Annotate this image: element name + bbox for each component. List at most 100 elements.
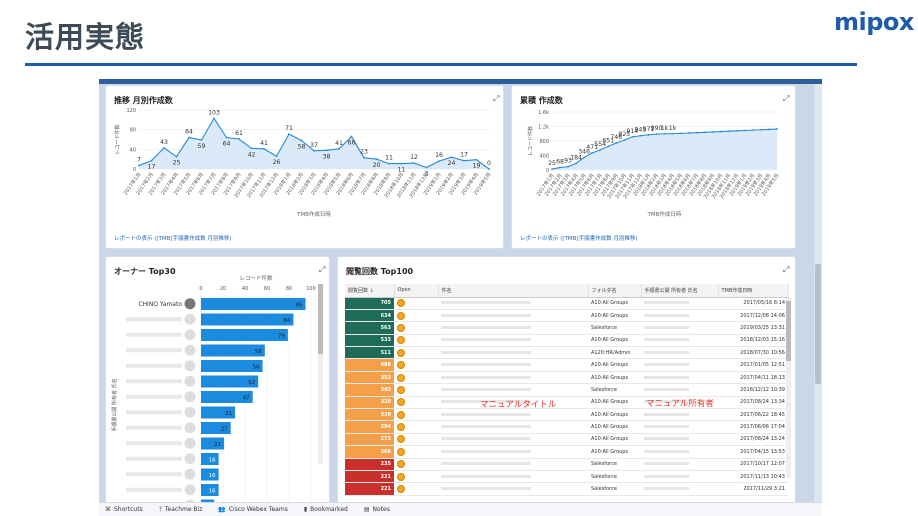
utility-item[interactable]: ? Teachme Biz [159, 506, 203, 513]
table-row[interactable]: 563 Salesforce 2019/03/25 13:31 [345, 321, 788, 335]
table-row[interactable]: 266 A10:All Groups 2017/04/15 13:53 [345, 445, 788, 459]
created-date-cell: 2017/10/17 12:07 [718, 458, 788, 471]
column-header[interactable]: 閲覧回数 ↓ [345, 284, 395, 298]
owner-bar [201, 344, 265, 357]
owner-name-redacted [126, 332, 182, 337]
table-scrollbar[interactable] [786, 298, 791, 478]
open-icon[interactable] [397, 348, 405, 357]
column-header[interactable]: フォルダ名 [588, 284, 642, 298]
data-point [591, 152, 594, 154]
utility-bar: ⌘ Shortcuts ? Teachme Biz 👥 Cisco Webex Teams… [99, 502, 822, 516]
monthly-report-link[interactable]: レポートの表示 ([TMB]手順書作成数 月別推移) [114, 236, 232, 242]
open-icon[interactable] [397, 435, 405, 444]
redacted-text [644, 301, 689, 305]
data-point [607, 145, 610, 148]
view-count-cell: 488 [345, 358, 394, 372]
open-icon[interactable] [397, 373, 405, 382]
data-label: 990 [651, 125, 663, 132]
data-point [760, 128, 762, 131]
expand-icon[interactable]: ⤢ [319, 265, 326, 274]
table-row[interactable]: 221 Salesforce 2017/11/13 20:43 [345, 470, 788, 484]
utility-item[interactable]: 👥 Cisco Webex Teams [218, 506, 287, 513]
data-point [631, 135, 634, 138]
data-label: 3 [425, 171, 429, 178]
open-cell [394, 408, 438, 422]
y-axis-title: 手順書公開 所有者 氏名 [111, 378, 118, 431]
open-icon[interactable] [397, 398, 405, 407]
view-count-cell: 563 [345, 321, 394, 335]
data-label: 23 [360, 149, 368, 156]
data-point [338, 147, 340, 150]
open-cell [394, 346, 438, 360]
open-icon[interactable] [397, 423, 405, 432]
owner-cell [641, 371, 718, 385]
folder-cell: A10:All Groups [588, 408, 641, 422]
table-row[interactable]: 705 A10:All Groups 2017/05/16 8:14 [345, 297, 788, 310]
expand-icon[interactable]: ⤢ [493, 94, 500, 103]
open-icon[interactable] [397, 311, 405, 320]
data-label: 7 [137, 157, 141, 164]
table-row[interactable]: 343 Salesforce 2018/12/12 10:39 [345, 383, 788, 397]
monthly-creation-card: 推移 月別作成数 ⤢ 0 40 80 120 7 17 43 25 64 59 103 64 61 42 4… [105, 85, 504, 249]
table-row[interactable]: 294 A10:All Groups 2017/06/06 17:04 [345, 420, 788, 434]
open-icon[interactable] [397, 323, 405, 332]
table-row[interactable]: 511 A120:HR/Admin 2018/07/30 10:56 [345, 346, 788, 360]
data-point [200, 139, 203, 141]
column-header[interactable]: TMB作成日時 [718, 284, 789, 298]
open-icon[interactable] [397, 460, 405, 469]
owner-top30-card: オーナー Top30 ⤢ レコード件数 0 20 40 60 80 100 95 CHINO Y… [105, 256, 330, 516]
data-point [735, 129, 738, 132]
open-cell [394, 334, 438, 348]
redacted-text [644, 474, 689, 478]
open-icon[interactable] [397, 299, 405, 308]
column-header[interactable]: 手順書公開 所有者 氏名 [641, 284, 719, 298]
data-label: 1k [661, 125, 669, 132]
redacted-text [441, 462, 531, 466]
utility-item[interactable]: ▮ Bookmarked [304, 506, 348, 513]
bookmark-icon: ▮ [303, 506, 308, 513]
expand-icon[interactable]: ⤢ [783, 265, 790, 274]
owner-name-redacted [126, 456, 182, 461]
data-label: 554 [594, 141, 606, 148]
table-row[interactable]: 488 A10:All Groups 2017/01/05 12:51 [345, 358, 788, 372]
table-row[interactable]: 273 A10:All Groups 2017/08/24 13:24 [345, 433, 788, 447]
open-icon[interactable] [397, 361, 405, 370]
utility-item[interactable]: ▤ Notes [364, 506, 390, 513]
cumulative-report-link[interactable]: レポートの表示 ([TMB]手順書作成数 月別推移) [520, 236, 638, 242]
table-row[interactable]: 221 Salesforce 2017/11/29 3:21 [345, 482, 788, 496]
created-date-cell: 2017/01/05 12:51 [718, 358, 788, 372]
view-count-cell: 221 [345, 470, 394, 484]
open-icon[interactable] [397, 447, 405, 456]
table-row[interactable]: 320 A10:All Groups 2017/06/22 18:45 [345, 408, 788, 422]
data-label: 746 [610, 134, 622, 141]
page-scrollbar[interactable] [814, 84, 822, 516]
view-count-cell: 511 [345, 346, 394, 360]
table-row[interactable]: 235 Salesforce 2017/10/17 12:07 [345, 458, 788, 471]
avatar [184, 422, 196, 434]
data-point [599, 149, 602, 151]
view-count-cell: 533 [345, 334, 394, 348]
open-icon[interactable] [397, 472, 405, 481]
open-icon[interactable] [397, 485, 405, 494]
redacted-text [644, 313, 689, 317]
avatar [184, 313, 196, 325]
expand-icon[interactable]: ⤢ [783, 94, 790, 103]
open-icon[interactable] [397, 385, 405, 394]
column-header[interactable]: Open [394, 284, 439, 298]
column-header[interactable]: 件名 [438, 284, 589, 298]
data-label: 16 [435, 152, 443, 159]
data-point [388, 162, 390, 165]
open-icon[interactable] [397, 336, 405, 345]
utility-item[interactable]: ⌘ Shortcuts [105, 506, 143, 513]
owner-cell [641, 445, 718, 459]
open-icon[interactable] [397, 410, 405, 419]
x-axis-title: レコード件数 [239, 275, 273, 282]
subject-cell [438, 420, 588, 434]
table-row[interactable]: 353 A10:All Groups 2017/04/11 18:13 [345, 371, 788, 385]
table-row[interactable]: 634 A10:All Groups 2017/12/08 14:06 [345, 309, 788, 323]
table-row[interactable]: 533 A10:All Groups 2018/12/03 15:16 [345, 334, 788, 348]
owner-scrollbar[interactable] [318, 284, 323, 464]
table-row[interactable]: 328 A10:All Groups 2017/08/24 13:34 [345, 396, 788, 410]
view-count-cell: 634 [345, 309, 394, 323]
salesforce-dashboard-screenshot: 推移 月別作成数 ⤢ 0 40 80 120 7 17 43 25 64 59 103 64 61 42 4… [99, 79, 822, 516]
